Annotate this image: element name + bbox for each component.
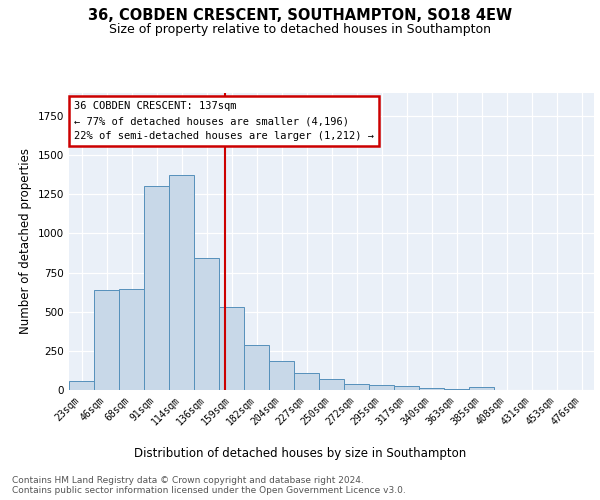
Bar: [269, 361, 294, 390]
Text: Contains HM Land Registry data © Crown copyright and database right 2024.
Contai: Contains HM Land Registry data © Crown c…: [12, 476, 406, 495]
Bar: [444, 388, 469, 390]
Bar: [319, 379, 344, 390]
Bar: [169, 174, 194, 390]
Y-axis label: Number of detached properties: Number of detached properties: [19, 148, 32, 334]
Text: Distribution of detached houses by size in Southampton: Distribution of detached houses by size …: [134, 448, 466, 460]
Bar: [69, 382, 94, 390]
Bar: [219, 307, 244, 390]
Bar: [119, 289, 144, 390]
Bar: [419, 388, 444, 390]
Bar: [344, 384, 369, 390]
Bar: [294, 373, 319, 390]
Bar: [194, 258, 219, 390]
Bar: [394, 386, 419, 390]
Text: Size of property relative to detached houses in Southampton: Size of property relative to detached ho…: [109, 22, 491, 36]
Bar: [369, 384, 394, 390]
Text: 36, COBDEN CRESCENT, SOUTHAMPTON, SO18 4EW: 36, COBDEN CRESCENT, SOUTHAMPTON, SO18 4…: [88, 8, 512, 22]
Text: 36 COBDEN CRESCENT: 137sqm
← 77% of detached houses are smaller (4,196)
22% of s: 36 COBDEN CRESCENT: 137sqm ← 77% of deta…: [74, 102, 374, 141]
Bar: [144, 186, 169, 390]
Bar: [244, 346, 269, 390]
Bar: [469, 387, 494, 390]
Bar: [94, 290, 119, 390]
